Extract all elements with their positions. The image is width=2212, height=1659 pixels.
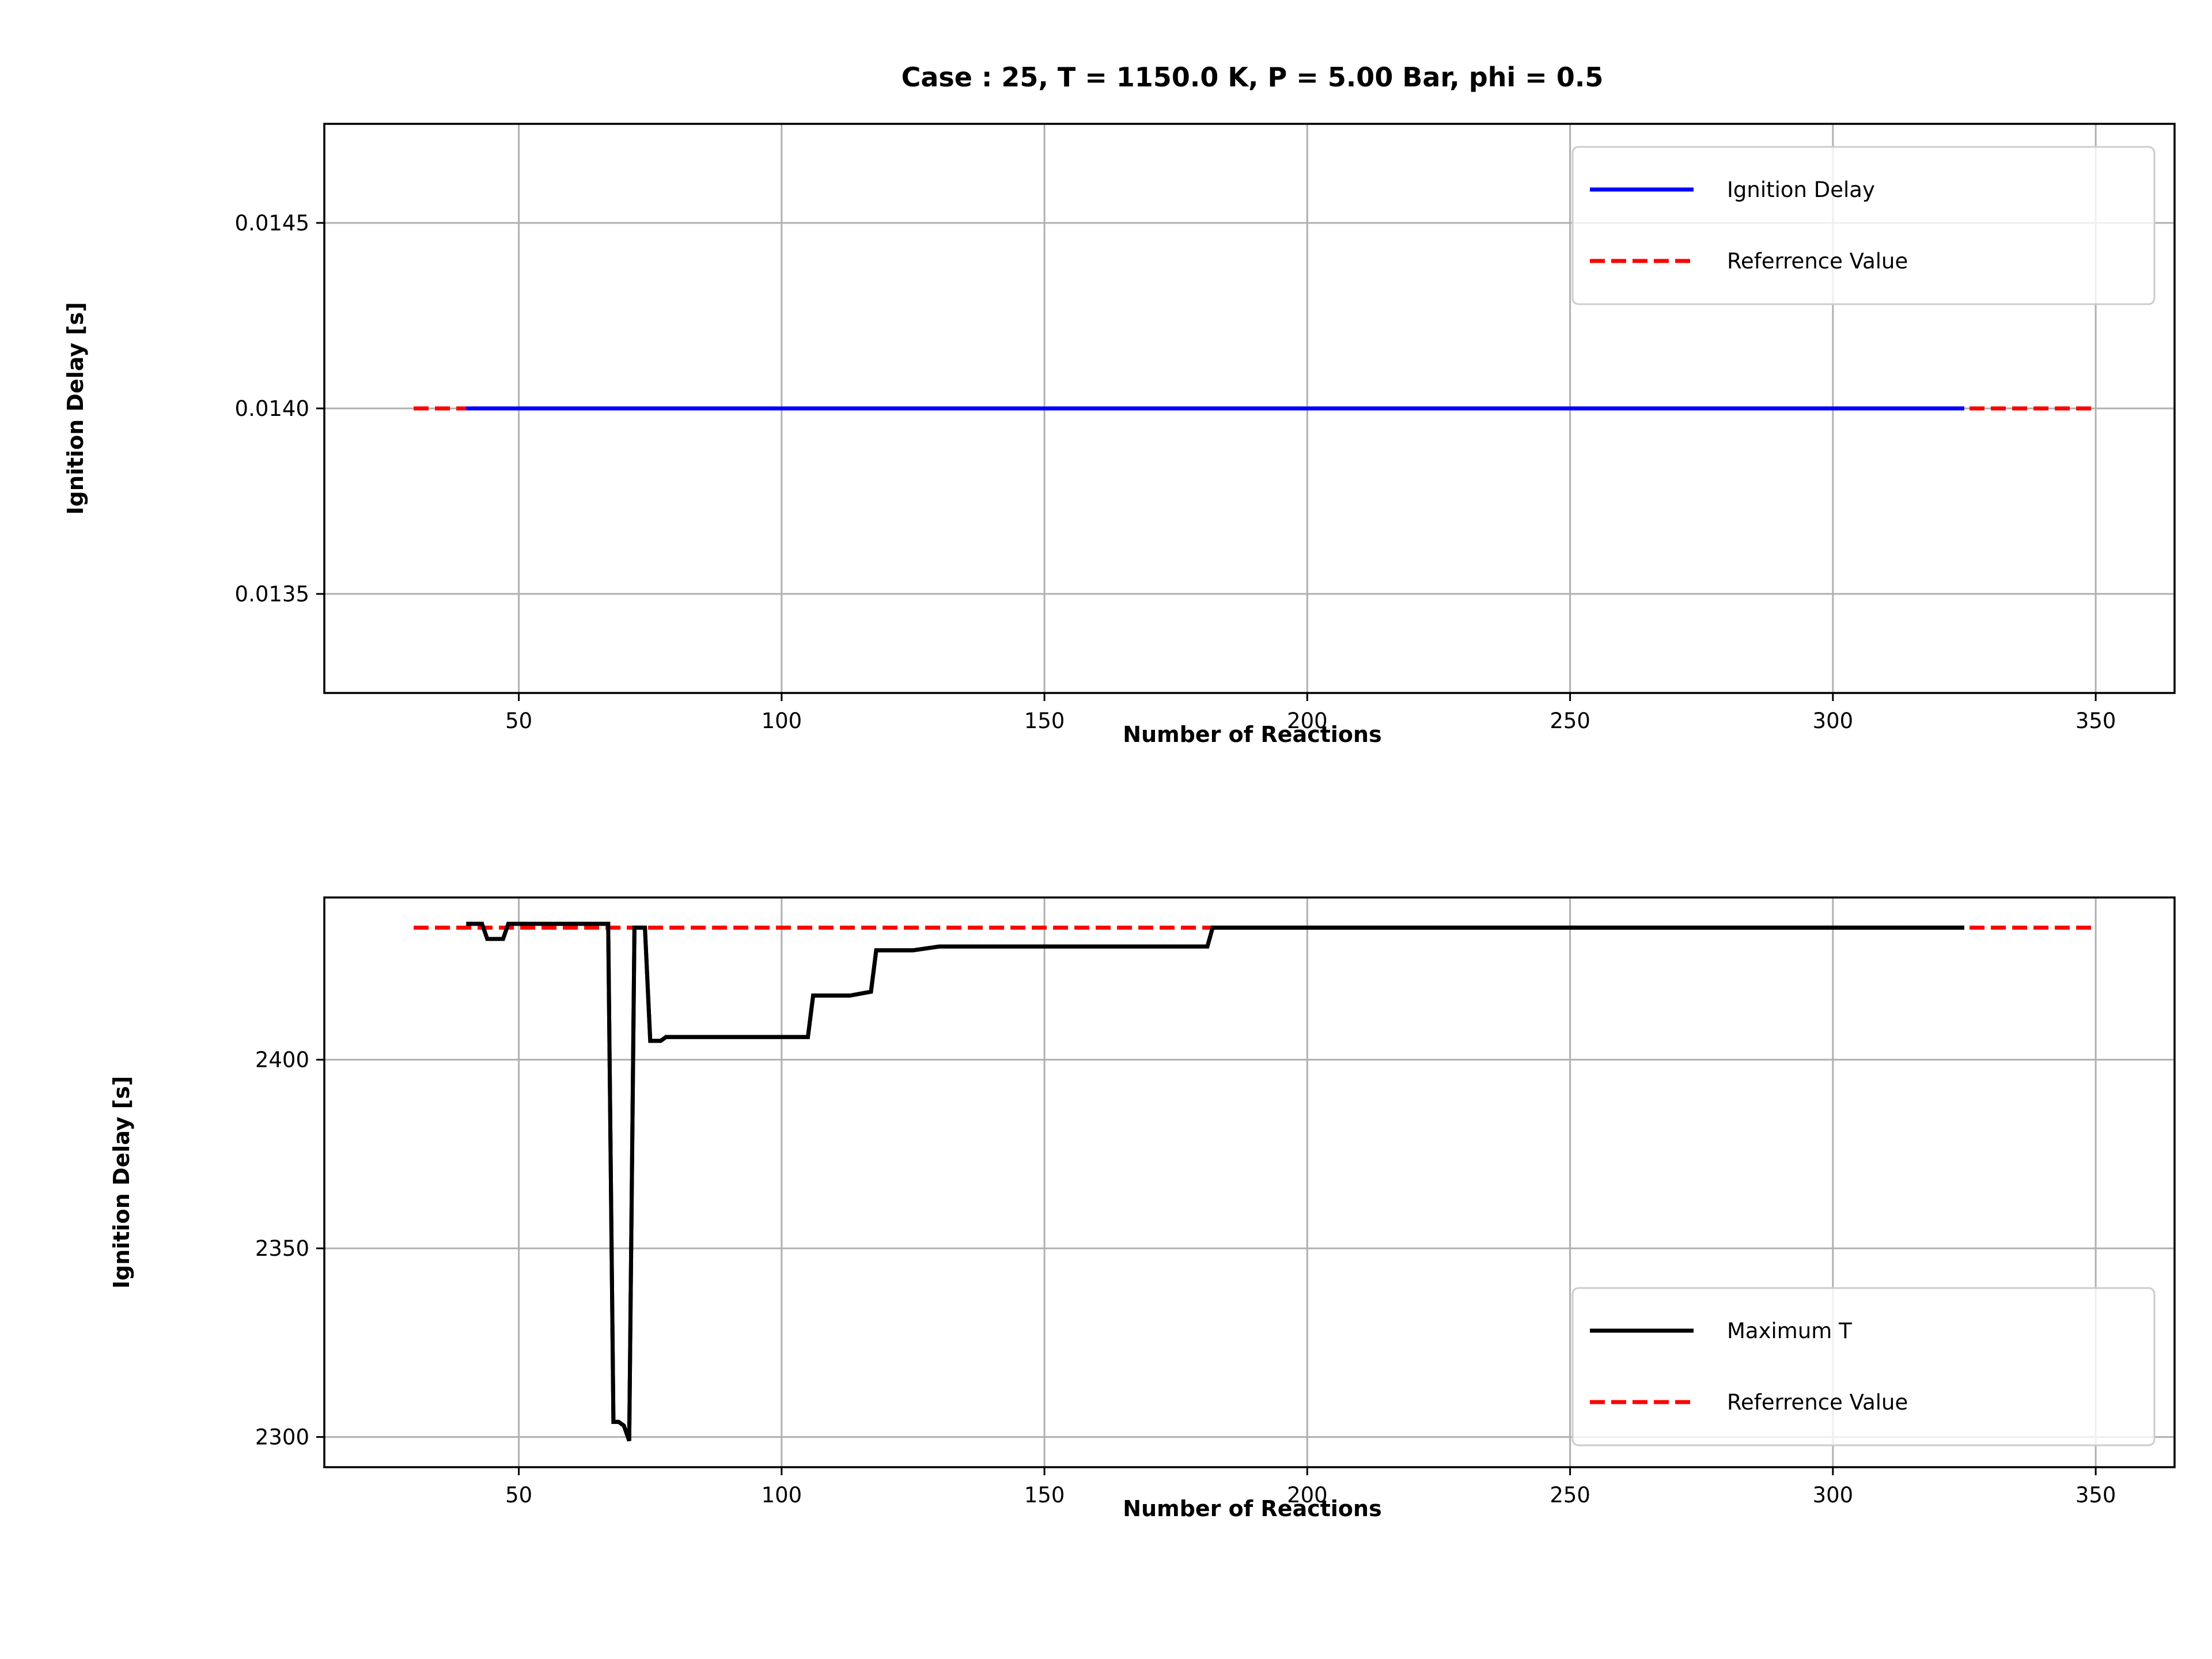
- plot-frame: [323, 896, 2176, 1468]
- x-tick-label: 150: [1024, 709, 1065, 733]
- x-tick-label: 250: [1550, 709, 1590, 733]
- legend-entry: Referrence Value: [1727, 1390, 1908, 1415]
- legend-box: [1571, 1287, 2156, 1446]
- series-line-overlay: [466, 922, 1964, 1442]
- x-tick-label: 300: [1813, 709, 1854, 733]
- y-tick-label: 2350: [255, 1236, 309, 1261]
- legend-entry: Ignition Delay: [1727, 177, 1875, 202]
- y-tick-label: 2400: [255, 1048, 309, 1073]
- x-tick-label: 150: [1024, 1483, 1065, 1508]
- y-tick-label: 0.0140: [235, 396, 309, 421]
- chart-title: Case : 25, T = 1150.0 K, P = 5.00 Bar, p…: [902, 62, 1604, 93]
- x-tick-label: 200: [1287, 1483, 1328, 1508]
- y-tick-label: 0.0145: [235, 211, 309, 236]
- x-tick-label: 250: [1550, 1483, 1590, 1508]
- legend: Maximum T Referrence Value: [1571, 1287, 2156, 1446]
- y-axis-label: Ignition Delay [s]: [109, 1076, 134, 1289]
- x-axis-label: Number of Reactions: [1123, 722, 1381, 747]
- y-tick-label: 0.0135: [235, 582, 309, 607]
- legend-entry: Maximum T: [1727, 1319, 1852, 1343]
- x-tick-label: 100: [762, 1483, 802, 1508]
- x-tick-label: 350: [2075, 709, 2116, 733]
- x-tick-label: 100: [762, 709, 802, 733]
- legend-entry: Referrence Value: [1727, 249, 1908, 274]
- legend: Ignition Delay Referrence Value: [1571, 146, 2156, 305]
- x-tick-label: 200: [1287, 709, 1328, 733]
- x-tick-label: 50: [505, 1483, 532, 1508]
- x-tick-label: 350: [2075, 1483, 2116, 1508]
- y-axis-label: Ignition Delay [s]: [63, 302, 88, 514]
- legend-box: [1571, 146, 2156, 305]
- y-tick-label: 2300: [255, 1425, 309, 1450]
- x-tick-label: 50: [505, 709, 532, 733]
- chart-panel-2: 50 100 150 200 250 300 350 2300 2350 2400 Number o…: [109, 896, 2176, 1521]
- x-axis-label: Number of Reactions: [1123, 1496, 1381, 1521]
- x-tick-label: 300: [1813, 1483, 1854, 1508]
- chart-panel-1: 50 100 150 200 250 300 350 0.0135 0.0140 0.0145 Nu…: [63, 62, 2176, 747]
